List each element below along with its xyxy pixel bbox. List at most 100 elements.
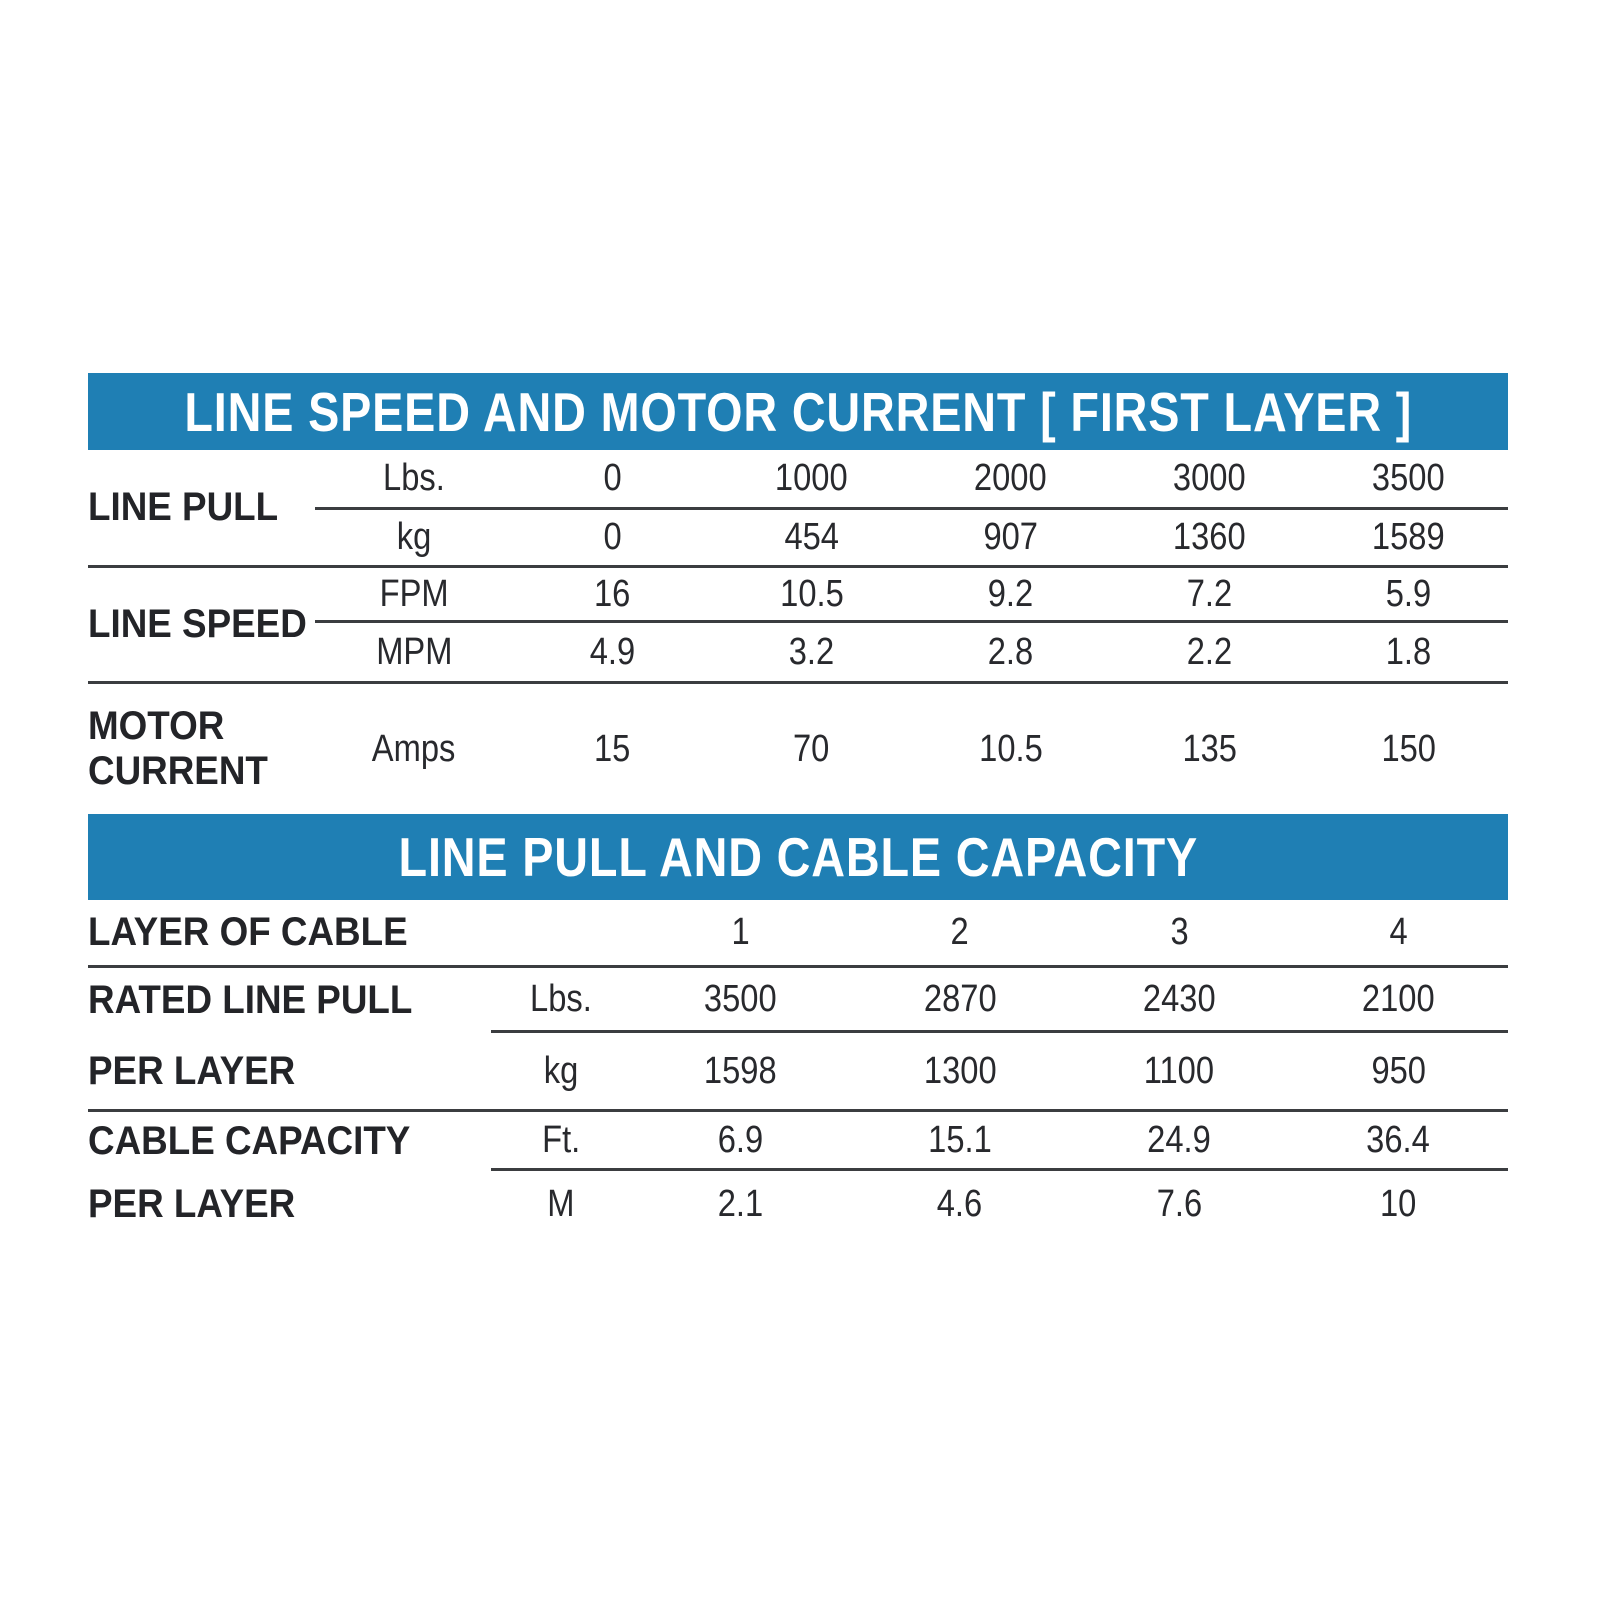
cell-value: 2.1 [717, 1183, 764, 1225]
cell-value: 3500 [704, 977, 777, 1020]
motor-current-label-line2: CURRENT [88, 749, 268, 793]
table1-banner: LINE SPEED AND MOTOR CURRENT [ FIRST LAY… [88, 373, 1508, 450]
cell-value: 3 [1170, 911, 1189, 953]
value-cell: 2.1 [631, 1171, 850, 1238]
cell-value: 0 [603, 457, 622, 499]
value-cell: 2000 [911, 450, 1110, 507]
value-cell: 15.1 [850, 1112, 1069, 1168]
value-cell: 10.5 [911, 684, 1110, 814]
value-cell: 2100 [1289, 968, 1508, 1030]
cell-value: 1.8 [1385, 630, 1432, 673]
value-cell: 36.4 [1289, 1112, 1508, 1168]
value-cell: 1000 [712, 450, 911, 507]
value-cell: 4.6 [850, 1171, 1069, 1238]
value-cell: 3 [1070, 900, 1289, 965]
unit-label: Lbs. [530, 977, 592, 1020]
separator-line [88, 1109, 1508, 1112]
value-cell: 2.2 [1110, 623, 1309, 681]
layer-of-cable-rows: 1 2 3 4 [491, 900, 1508, 965]
table-row-layer-of-cable: 1 2 3 4 [491, 900, 1508, 965]
value-cell: 15 [513, 684, 712, 814]
spec-tables-container: LINE SPEED AND MOTOR CURRENT [ FIRST LAY… [88, 373, 1508, 1238]
rated-line-pull-label-line2: PER LAYER [88, 1048, 296, 1093]
value-cell: 1100 [1070, 1033, 1289, 1109]
value-cell: 4 [1289, 900, 1508, 965]
cell-value: 1100 [1143, 1049, 1215, 1092]
layer-of-cable-label: LAYER OF CABLE [88, 910, 408, 954]
table-row-line-speed-mpm: MPM 4.9 3.2 2.8 2.2 1.8 [315, 623, 1508, 681]
cell-value: 2.8 [987, 630, 1034, 673]
value-cell: 0 [513, 510, 712, 565]
line-pull-rows: Lbs. 0 1000 2000 3000 3500 kg 0 454 907 … [315, 450, 1508, 565]
table-row-line-pull-lbs: Lbs. 0 1000 2000 3000 3500 [315, 450, 1508, 510]
cell-value: 9.2 [987, 572, 1034, 615]
cell-value: 70 [793, 727, 830, 770]
value-cell: 1.8 [1309, 623, 1508, 681]
value-cell: 2430 [1070, 968, 1289, 1030]
line-speed-rows: FPM 16 10.5 9.2 7.2 5.9 MPM 4.9 3.2 2.8 … [315, 568, 1508, 681]
line-speed-label: LINE SPEED [88, 602, 307, 646]
table2-banner: LINE PULL AND CABLE CAPACITY [88, 814, 1508, 900]
cell-value: 5.9 [1385, 572, 1432, 615]
cell-value: 2000 [974, 457, 1047, 499]
value-cell: 150 [1309, 684, 1508, 814]
cell-value: 950 [1371, 1049, 1426, 1092]
separator-line [88, 565, 1508, 568]
value-cell: 0 [513, 450, 712, 507]
motor-current-label-cell: MOTOR CURRENT [88, 684, 315, 814]
value-cell: 2 [850, 900, 1069, 965]
cell-value: 3.2 [788, 630, 835, 673]
unit-cell: kg [315, 510, 513, 565]
unit-cell: kg [491, 1033, 631, 1109]
value-cell: 950 [1289, 1033, 1508, 1109]
cell-value: 907 [983, 516, 1038, 558]
cable-capacity-label-line2: PER LAYER [88, 1182, 296, 1226]
cell-value: 7.6 [1156, 1183, 1202, 1225]
motor-current-group: MOTOR CURRENT Amps 15 70 10.5 135 150 [88, 684, 1508, 814]
cell-value: 15.1 [928, 1118, 992, 1161]
cell-value: 135 [1182, 727, 1237, 770]
cell-value: 0 [603, 516, 622, 558]
layer-of-cable-group: LAYER OF CABLE 1 2 3 4 [88, 900, 1508, 965]
cell-value: 4 [1389, 911, 1408, 953]
table-row-line-speed-fpm: FPM 16 10.5 9.2 7.2 5.9 [315, 568, 1508, 623]
value-cell: 1589 [1309, 510, 1508, 565]
cell-value: 24.9 [1147, 1118, 1211, 1161]
cell-value: 3500 [1372, 457, 1445, 499]
cable-capacity-rows: Ft. 6.9 15.1 24.9 36.4 M 2.1 4.6 7.6 10 [491, 1112, 1508, 1238]
unit-cell: Ft. [491, 1112, 631, 1168]
value-cell: 454 [712, 510, 911, 565]
line-speed-group: LINE SPEED FPM 16 10.5 9.2 7.2 5.9 MPM 4… [88, 568, 1508, 681]
separator-line [88, 965, 1508, 968]
value-cell: 1300 [850, 1033, 1069, 1109]
cell-value: 454 [784, 516, 839, 558]
cell-value: 1598 [704, 1049, 777, 1092]
cell-value: 2 [950, 911, 969, 953]
separator-line [88, 681, 1508, 684]
value-cell: 6.9 [631, 1112, 850, 1168]
value-cell: 3.2 [712, 623, 911, 681]
unit-cell: Amps [315, 684, 513, 814]
cell-value: 2.2 [1186, 630, 1233, 673]
unit-label: kg [543, 1049, 579, 1092]
cell-value: 1 [731, 911, 750, 953]
cell-value: 15 [594, 727, 631, 770]
value-cell: 70 [712, 684, 911, 814]
motor-current-label-line1: MOTOR [88, 704, 225, 748]
cell-value: 150 [1381, 727, 1436, 770]
value-cell: 10.5 [712, 568, 911, 620]
line-pull-group: LINE PULL Lbs. 0 1000 2000 3000 3500 kg … [88, 450, 1508, 565]
value-cell: 3500 [631, 968, 850, 1030]
line-pull-label-cell: LINE PULL [88, 450, 315, 565]
rated-line-pull-label-cell: RATED LINE PULL PER LAYER [88, 968, 491, 1109]
line-pull-label: LINE PULL [88, 485, 279, 529]
unit-label: M [547, 1183, 575, 1225]
line-pull-cable-capacity-table: LINE PULL AND CABLE CAPACITY LAYER OF CA… [88, 814, 1508, 1238]
unit-label: Lbs. [383, 457, 445, 499]
table-row-cable-capacity-ft: Ft. 6.9 15.1 24.9 36.4 [491, 1112, 1508, 1171]
cell-value: 2100 [1362, 977, 1435, 1020]
rated-line-pull-group: RATED LINE PULL PER LAYER Lbs. 3500 2870… [88, 968, 1508, 1109]
value-cell: 10 [1289, 1171, 1508, 1238]
table-row-rated-line-pull-kg: kg 1598 1300 1100 950 [491, 1033, 1508, 1109]
unit-cell: M [491, 1171, 631, 1238]
